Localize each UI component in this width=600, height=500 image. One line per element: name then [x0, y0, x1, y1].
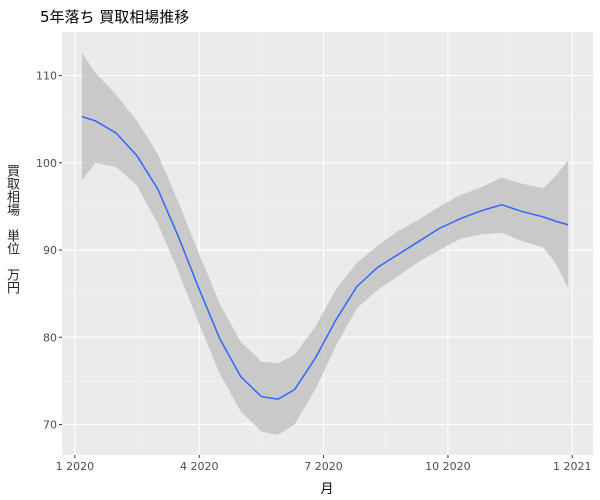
x-tick-label: 10 2020 — [425, 460, 471, 473]
x-tick-label: 1 2021 — [553, 460, 592, 473]
y-tick-label: 100 — [36, 157, 57, 170]
smooth-line — [81, 115, 569, 400]
x-tick-label: 7 2020 — [304, 460, 343, 473]
marks — [81, 52, 569, 435]
y-tick-label: 80 — [43, 331, 57, 344]
panel — [62, 32, 593, 455]
y-tick-label: 90 — [43, 244, 57, 257]
y-tick-label: 70 — [43, 418, 57, 431]
x-tick-label: 1 2020 — [56, 460, 95, 473]
y-axis-label: 買取相場 単位 万円 — [4, 164, 19, 294]
chart-title: 5年落ち 買取相場推移 — [40, 8, 189, 26]
x-tick-label: 4 2020 — [180, 460, 219, 473]
y-tick-label: 110 — [36, 70, 57, 83]
x-axis-label: 月 — [320, 482, 333, 497]
confidence-band — [81, 52, 569, 435]
